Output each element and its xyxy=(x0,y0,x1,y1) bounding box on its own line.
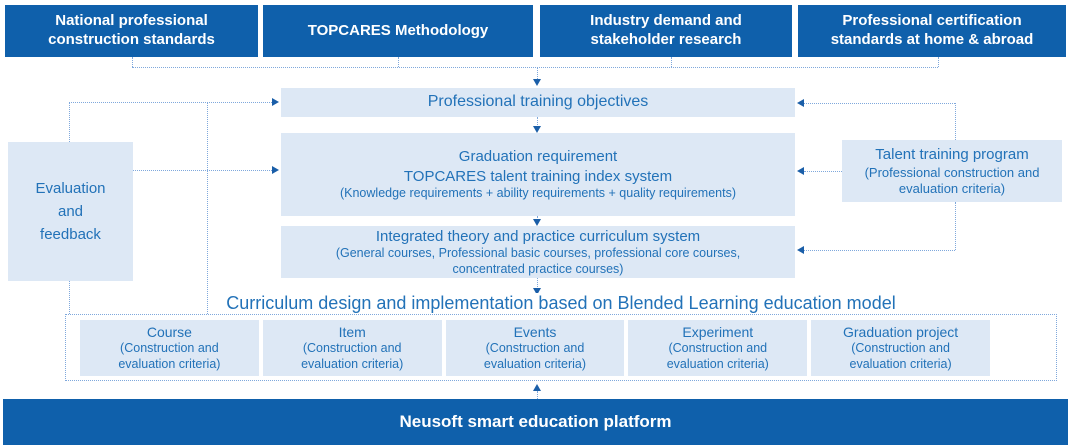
connector-line xyxy=(69,281,70,314)
arrow-right-icon xyxy=(272,98,279,106)
source-box-certification: Professional certification standards at … xyxy=(798,5,1066,57)
connector-line xyxy=(537,216,538,220)
source-box-label: Professional certification standards at … xyxy=(830,12,1034,48)
evaluation-feedback-box: Evaluation and feedback xyxy=(8,142,133,281)
blended-item-subtitle: (Construction and evaluation criteria) xyxy=(666,341,769,372)
blended-item-subtitle: (Construction and evaluation criteria) xyxy=(849,341,952,372)
graduation-line2: TOPCARES talent training index system xyxy=(403,167,673,185)
arrow-down-icon xyxy=(533,79,541,86)
blended-item-events: Events (Construction and evaluation crit… xyxy=(445,320,625,376)
connector-stub-line xyxy=(938,57,939,67)
top-connector-line xyxy=(132,67,938,68)
talent-program-title: Talent training program xyxy=(875,146,1029,163)
connector-line xyxy=(69,102,70,142)
blended-item-title: Events xyxy=(513,324,557,341)
blended-item-subtitle: (Construction and evaluation criteria) xyxy=(483,341,587,372)
arrow-down-icon xyxy=(533,126,541,133)
arrow-left-icon xyxy=(797,167,804,175)
blended-item-title: Experiment xyxy=(682,324,754,341)
arrow-left-icon xyxy=(797,246,804,254)
blended-item-course: Course (Construction and evaluation crit… xyxy=(80,320,259,376)
connector-line xyxy=(537,391,538,399)
blended-item-graduation-project: Graduation project (Construction and eva… xyxy=(811,320,990,376)
talent-program-subtitle: (Professional construction and evaluatio… xyxy=(864,164,1040,196)
talent-program-box: Talent training program (Professional co… xyxy=(842,140,1062,202)
connector-line xyxy=(537,278,538,289)
blended-items-row: Course (Construction and evaluation crit… xyxy=(80,320,990,376)
curriculum-system-box: Integrated theory and practice curriculu… xyxy=(281,226,795,278)
source-box-topcares: TOPCARES Methodology xyxy=(263,5,533,57)
connector-line xyxy=(537,117,538,127)
blended-item-title: Graduation project xyxy=(842,324,959,341)
evaluation-feedback-label: Evaluation and feedback xyxy=(35,179,106,244)
blended-item-title: Course xyxy=(146,324,192,341)
connector-line xyxy=(804,171,842,172)
source-box-national-standards: National professional construction stand… xyxy=(5,5,258,57)
platform-bar: Neusoft smart education platform xyxy=(3,399,1068,445)
arrow-down-icon xyxy=(533,219,541,226)
curriculum-system-line2: (General courses, Professional basic cou… xyxy=(335,246,741,276)
blended-item-subtitle: (Construction and evaluation criteria) xyxy=(301,341,404,372)
connector-line xyxy=(207,102,208,314)
connector-line xyxy=(537,67,538,79)
source-box-label: TOPCARES Methodology xyxy=(307,21,489,39)
connector-line xyxy=(804,103,955,104)
blended-item-title: Item xyxy=(338,324,366,341)
objectives-box: Professional training objectives xyxy=(281,88,795,117)
blended-group-frame xyxy=(65,314,1057,381)
graduation-requirement-box: Graduation requirement TOPCARES talent t… xyxy=(281,133,795,216)
arrow-right-icon xyxy=(272,166,279,174)
source-box-label: National professional construction stand… xyxy=(48,12,215,48)
arrow-down-icon xyxy=(533,288,541,295)
connector-stub-line xyxy=(671,57,672,67)
graduation-line1: Graduation requirement xyxy=(458,148,618,166)
arrow-up-icon xyxy=(533,384,541,391)
arrow-left-icon xyxy=(797,99,804,107)
objectives-label: Professional training objectives xyxy=(427,93,649,111)
connector-line xyxy=(804,250,955,251)
blended-item-experiment: Experiment (Construction and evaluation … xyxy=(628,320,808,376)
curriculum-system-line1: Integrated theory and practice curriculu… xyxy=(375,227,701,245)
connector-line xyxy=(133,170,272,171)
connector-line xyxy=(955,103,956,140)
connector-stub-line xyxy=(398,57,399,67)
platform-label: Neusoft smart education platform xyxy=(399,412,672,431)
connector-line xyxy=(955,202,956,250)
connector-line xyxy=(69,102,272,103)
blended-item-subtitle: (Construction and evaluation criteria) xyxy=(118,341,221,372)
blended-item-item: Item (Construction and evaluation criter… xyxy=(262,320,442,376)
graduation-line3: (Knowledge requirements + ability requir… xyxy=(339,186,737,201)
connector-stub-line xyxy=(132,57,133,67)
blended-title: Curriculum design and implementation bas… xyxy=(216,293,906,314)
source-box-label: Industry demand and stakeholder research xyxy=(590,12,742,48)
source-box-industry-demand: Industry demand and stakeholder research xyxy=(540,5,792,57)
